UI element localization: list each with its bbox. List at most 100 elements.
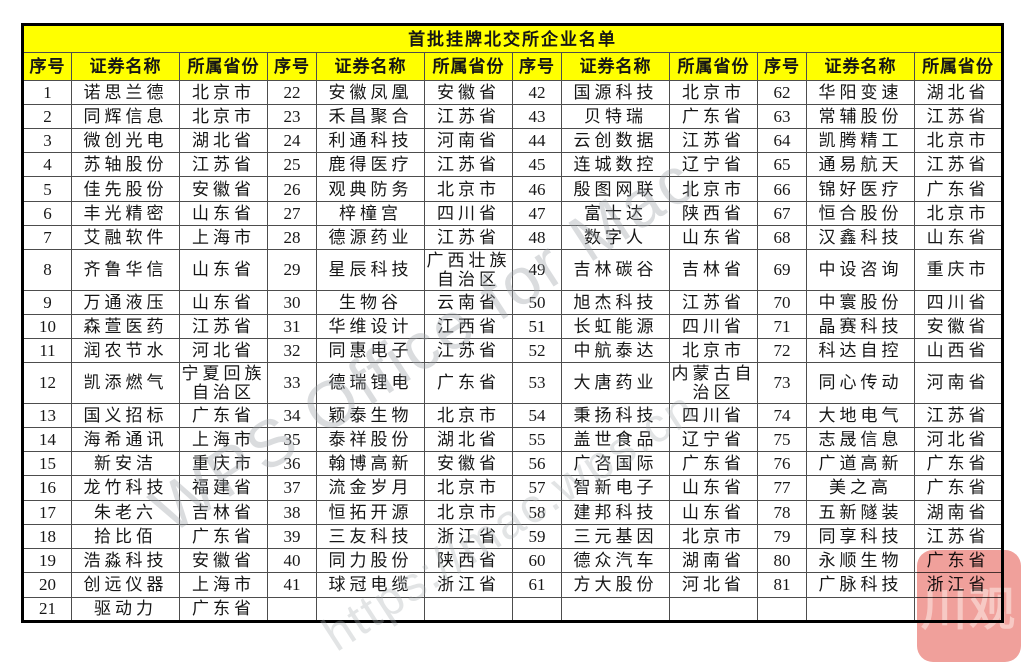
seq-cell xyxy=(267,596,317,623)
company-name-cell: 德众汽车 xyxy=(561,548,670,574)
company-name-cell: 德源药业 xyxy=(316,224,425,251)
seq-cell: 40 xyxy=(267,548,317,574)
seq-cell: 52 xyxy=(512,338,562,364)
seq-cell: 49 xyxy=(512,249,562,291)
col-header-province: 所属省份 xyxy=(424,52,513,81)
company-name-cell: 流金岁月 xyxy=(316,475,425,501)
seq-cell: 72 xyxy=(757,338,807,364)
company-name-cell: 观典防务 xyxy=(316,176,425,202)
province-cell: 江西省 xyxy=(424,313,513,340)
seq-cell: 46 xyxy=(512,176,562,202)
table-row: 2 同辉信息 北京市 23 禾昌聚合 江苏省 43 贝特瑞 广东省 63 常辅股份 江苏省 xyxy=(22,103,1004,130)
company-name-cell: 中设咨询 xyxy=(806,249,915,291)
seq-cell: 30 xyxy=(267,289,317,315)
table-row: 20 创远仪器 上海市 41 球冠电缆 浙江省 61 方大股份 河北省 81 广脉科技 浙江省 xyxy=(22,572,1004,598)
company-name-cell: 三元基因 xyxy=(561,523,670,550)
company-name-cell: 连城数控 xyxy=(561,152,670,178)
company-name-cell: 国义招标 xyxy=(71,402,180,428)
seq-cell: 81 xyxy=(757,572,807,598)
province-cell xyxy=(424,596,513,623)
province-cell: 北京市 xyxy=(179,79,268,105)
province-cell: 宁夏回族自治区 xyxy=(179,362,268,404)
seq-cell: 55 xyxy=(512,426,562,453)
province-cell: 广东省 xyxy=(913,451,1004,477)
company-name-cell: 梓橦宫 xyxy=(316,200,425,226)
table-row: 8 齐鲁华信 山东省 29 星辰科技 广西壮族自治区 49 吉林碳谷 吉林省 69 中设咨询 重庆市 xyxy=(22,249,1004,291)
province-cell: 安徽省 xyxy=(913,313,1004,340)
col-header-name: 证券名称 xyxy=(806,52,915,81)
company-name-cell: 星辰科技 xyxy=(316,249,425,291)
company-name-cell: 智新电子 xyxy=(561,475,670,501)
province-cell: 北京市 xyxy=(913,128,1004,154)
seq-cell: 76 xyxy=(757,451,807,477)
col-header-seq: 序号 xyxy=(22,52,72,81)
company-name-cell: 颖泰生物 xyxy=(316,402,425,428)
province-cell: 山东省 xyxy=(179,200,268,226)
seq-cell: 48 xyxy=(512,224,562,251)
company-name-cell: 驱动力 xyxy=(71,596,180,623)
seq-cell: 2 xyxy=(22,103,72,130)
company-name-cell: 诺思兰德 xyxy=(71,79,180,105)
seq-cell: 17 xyxy=(22,499,72,525)
col-header-name: 证券名称 xyxy=(316,52,425,81)
table-row: 7 艾融软件 上海市 28 德源药业 江苏省 48 数字人 山东省 68 汉鑫科技 山东省 xyxy=(22,224,1004,251)
province-cell: 山东省 xyxy=(669,499,758,525)
company-name-cell: 润农节水 xyxy=(71,338,180,364)
seq-cell: 7 xyxy=(22,224,72,251)
province-cell: 江苏省 xyxy=(424,224,513,251)
seq-cell: 62 xyxy=(757,79,807,105)
company-name-cell: 吉林碳谷 xyxy=(561,249,670,291)
company-name-cell: 国源科技 xyxy=(561,79,670,105)
seq-cell: 25 xyxy=(267,152,317,178)
seq-cell: 19 xyxy=(22,548,72,574)
seq-cell: 23 xyxy=(267,103,317,130)
seq-cell: 58 xyxy=(512,499,562,525)
col-header-province: 所属省份 xyxy=(669,52,758,81)
seq-cell: 39 xyxy=(267,523,317,550)
company-name-cell: 泰祥股份 xyxy=(316,426,425,453)
seq-cell: 33 xyxy=(267,362,317,404)
company-name-cell xyxy=(316,596,425,623)
seq-cell: 37 xyxy=(267,475,317,501)
seq-cell: 51 xyxy=(512,313,562,340)
company-name-cell: 同惠电子 xyxy=(316,338,425,364)
table-row: 4 苏轴股份 江苏省 25 鹿得医疗 江苏省 45 连城数控 辽宁省 65 通易航天 江苏省 xyxy=(22,152,1004,178)
company-name-cell: 华阳变速 xyxy=(806,79,915,105)
seq-cell: 36 xyxy=(267,451,317,477)
seq-cell: 77 xyxy=(757,475,807,501)
province-cell: 陕西省 xyxy=(669,200,758,226)
province-cell: 四川省 xyxy=(669,402,758,428)
seq-cell: 24 xyxy=(267,128,317,154)
seq-cell: 34 xyxy=(267,402,317,428)
companies-table: 首批挂牌北交所企业名单 序号 证券名称 所属省份 序号 证券名称 所属省份 序号 证券名称 所属省… xyxy=(21,23,1005,623)
province-cell: 四川省 xyxy=(669,313,758,340)
company-name-cell: 生物谷 xyxy=(316,289,425,315)
company-name-cell: 云创数据 xyxy=(561,128,670,154)
province-cell: 江苏省 xyxy=(179,313,268,340)
seq-cell: 6 xyxy=(22,200,72,226)
table-row: 10 森萱医药 江苏省 31 华维设计 江西省 51 长虹能源 四川省 71 晶赛科技 安徽省 xyxy=(22,313,1004,340)
province-cell: 广东省 xyxy=(913,176,1004,202)
province-cell: 河北省 xyxy=(669,572,758,598)
seq-cell: 54 xyxy=(512,402,562,428)
province-cell: 河南省 xyxy=(424,128,513,154)
seq-cell: 3 xyxy=(22,128,72,154)
company-name-cell: 广脉科技 xyxy=(806,572,915,598)
table-row: 5 佳先股份 安徽省 26 观典防务 北京市 46 殷图网联 北京市 66 锦好医疗 广东省 xyxy=(22,176,1004,202)
province-cell: 广西壮族自治区 xyxy=(424,249,513,291)
province-cell: 四川省 xyxy=(424,200,513,226)
seq-cell: 80 xyxy=(757,548,807,574)
company-name-cell: 旭杰科技 xyxy=(561,289,670,315)
company-name-cell: 数字人 xyxy=(561,224,670,251)
seq-cell: 26 xyxy=(267,176,317,202)
table-row: 16 龙竹科技 福建省 37 流金岁月 北京市 57 智新电子 山东省 77 美之高 广东省 xyxy=(22,475,1004,501)
seq-cell: 16 xyxy=(22,475,72,501)
company-name-cell: 球冠电缆 xyxy=(316,572,425,598)
company-name-cell: 德瑞锂电 xyxy=(316,362,425,404)
province-cell: 上海市 xyxy=(179,224,268,251)
seq-cell: 66 xyxy=(757,176,807,202)
seq-cell: 50 xyxy=(512,289,562,315)
seq-cell: 43 xyxy=(512,103,562,130)
col-header-province: 所属省份 xyxy=(913,52,1004,81)
province-cell: 北京市 xyxy=(424,176,513,202)
